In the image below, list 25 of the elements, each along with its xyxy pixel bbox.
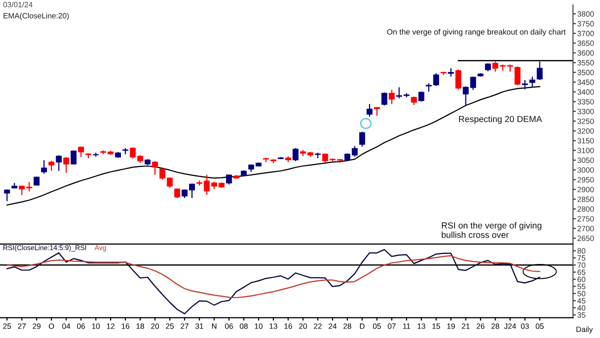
candlestick [56,154,62,172]
candlestick [292,148,298,162]
candlestick [455,68,462,90]
candlestick [536,61,543,81]
candlestick [226,174,232,186]
candlestick [70,150,77,165]
candlestick [522,79,528,90]
annotation: RSI on the verge of giving bullish cross over [442,222,542,238]
candlestick [381,92,388,106]
candlestick [388,89,395,105]
candlestick [514,66,520,86]
candlestick [314,152,321,159]
candlestick [418,90,424,102]
candlestick [78,146,84,158]
candlestick [63,156,70,174]
candlestick [529,76,536,88]
candlestick [433,72,440,87]
annotation: Respecting 20 DEMA [459,116,542,124]
candlestick [41,160,47,174]
candlestick [359,131,366,148]
candlestick [152,160,158,176]
line-series [6,86,540,206]
candlestick [426,82,432,92]
candlestick [48,160,54,172]
candlestick [366,103,372,118]
